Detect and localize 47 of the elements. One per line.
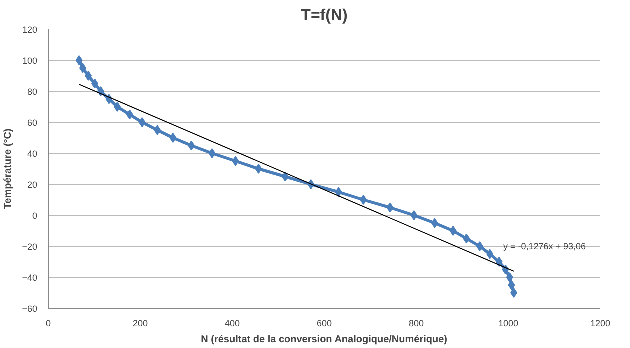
x-tick-label: 200	[132, 318, 148, 328]
x-axis-title: N (résultat de la conversion Analogique/Numérique)	[201, 334, 448, 346]
x-tick-label: 800	[408, 318, 424, 328]
point	[85, 71, 92, 81]
y-tick-label: 0	[32, 211, 38, 221]
y-tick-label: 120	[22, 25, 38, 35]
point	[232, 156, 240, 166]
point	[126, 110, 134, 120]
point	[154, 125, 162, 136]
point	[282, 172, 289, 182]
x-tick-label: 600	[316, 318, 332, 328]
point	[76, 56, 83, 66]
point	[506, 272, 514, 282]
y-tick-label: 80	[27, 87, 38, 97]
point	[450, 226, 457, 236]
point	[496, 257, 503, 267]
x-tick-label: 400	[224, 318, 240, 328]
point	[386, 202, 394, 213]
point	[208, 148, 216, 158]
point	[486, 249, 494, 260]
point	[170, 133, 177, 143]
y-tick-label: 40	[27, 149, 38, 159]
x-tick-label: 1000	[498, 318, 519, 328]
y-tick-label: 100	[22, 56, 38, 66]
point	[476, 242, 484, 252]
annotation: y = -0,1276x + 93,06	[504, 242, 586, 252]
point	[255, 164, 262, 174]
y-tick-label: −60	[22, 304, 38, 314]
y-tick-label: 60	[27, 118, 38, 128]
point	[431, 218, 438, 228]
point	[463, 234, 470, 244]
point	[510, 288, 518, 298]
point	[410, 210, 418, 220]
y-tick-label: −40	[22, 273, 38, 283]
point	[138, 118, 146, 128]
point	[91, 78, 98, 89]
point	[188, 140, 196, 151]
point	[114, 102, 121, 112]
y-tick-label: 20	[27, 180, 38, 190]
chart-title: T=f(N)	[301, 8, 348, 24]
y-tick-label: −20	[22, 242, 38, 252]
x-tick-label: 1200	[590, 318, 611, 328]
point	[360, 195, 368, 205]
x-tick-label: 0	[46, 318, 52, 328]
point	[335, 187, 342, 198]
y-axis-title: Température (°C)	[3, 128, 14, 210]
point	[508, 280, 516, 290]
